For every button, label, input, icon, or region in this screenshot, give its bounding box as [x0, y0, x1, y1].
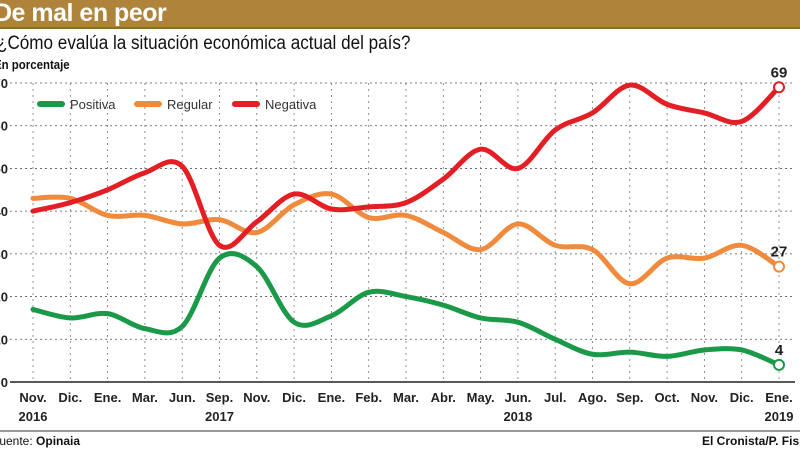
x-tick-label: Feb.: [355, 390, 382, 405]
series-line-regular: [30, 191, 782, 287]
x-tick-label: Jun.: [169, 390, 196, 405]
x-tick-label: May.: [467, 390, 495, 405]
footer-divider: [0, 430, 800, 432]
x-tick-label: Jun.: [505, 390, 532, 405]
end-point-marker: [773, 260, 785, 273]
series-line-positiva: [30, 251, 782, 368]
end-data-label: 27: [771, 244, 788, 261]
y-tick-label: 30: [0, 247, 8, 262]
year-label: 2017: [205, 409, 234, 424]
x-tick-label: Jul.: [544, 390, 566, 405]
source-note: Fuente: Opinaia: [0, 434, 80, 448]
end-data-label: 4: [775, 342, 784, 359]
x-tick-label: Abr.: [431, 390, 456, 405]
year-label: 2018: [503, 409, 532, 424]
line-chart: 0 10 20 30 40 50 60 70 Nov. Dic. Ene. Mar. Jun. Sep. N…: [0, 64, 795, 424]
end-data-label: 69: [771, 64, 788, 81]
legend-label: Positiva: [70, 97, 116, 112]
x-tick-label: Sep.: [206, 390, 233, 405]
source-label: Fuente:: [0, 434, 33, 448]
x-tick-label: Ene.: [318, 390, 345, 405]
x-tick-label: Nov.: [691, 390, 718, 405]
y-tick-label: 70: [0, 76, 8, 91]
x-tick-label: Ene.: [94, 390, 121, 405]
y-axis-unit: En porcentaje: [0, 57, 70, 72]
y-tick-label: 40: [0, 204, 8, 219]
y-tick-label: 10: [0, 332, 8, 347]
legend-label: Negativa: [265, 97, 317, 112]
end-point-marker: [773, 81, 785, 94]
legend-label: Regular: [167, 97, 213, 112]
y-tick-label: 60: [0, 119, 8, 134]
x-tick-label: Mar.: [132, 390, 158, 405]
x-tick-label: Ago.: [578, 390, 607, 405]
x-tick-label: Sep.: [616, 390, 643, 405]
chart-title: De mal en peor: [0, 0, 167, 27]
source-name: Opinaia: [36, 434, 81, 448]
credit: El Cronista/P. Fisicaro: [702, 434, 800, 448]
x-tick-label: Mar.: [393, 390, 419, 405]
x-tick-label: Dic.: [282, 390, 306, 405]
y-tick-label: 0: [1, 375, 8, 390]
x-tick-label: Dic.: [730, 390, 754, 405]
y-tick-label: 20: [0, 290, 8, 305]
x-tick-label: Ene.: [765, 390, 792, 405]
x-tick-label: Oct.: [654, 390, 679, 405]
x-tick-label: Nov.: [243, 390, 270, 405]
year-label: 2019: [765, 409, 794, 424]
y-tick-label: 50: [0, 161, 8, 176]
chart-subtitle: ¿Cómo evalúa la situación económica actu…: [0, 33, 411, 54]
end-point-marker: [773, 358, 785, 371]
x-tick-label: Dic.: [58, 390, 82, 405]
x-tick-label: Nov.: [19, 390, 46, 405]
title-banner: De mal en peor: [0, 0, 800, 29]
year-label: 2016: [19, 409, 48, 424]
series-line-negativa: [30, 82, 782, 250]
